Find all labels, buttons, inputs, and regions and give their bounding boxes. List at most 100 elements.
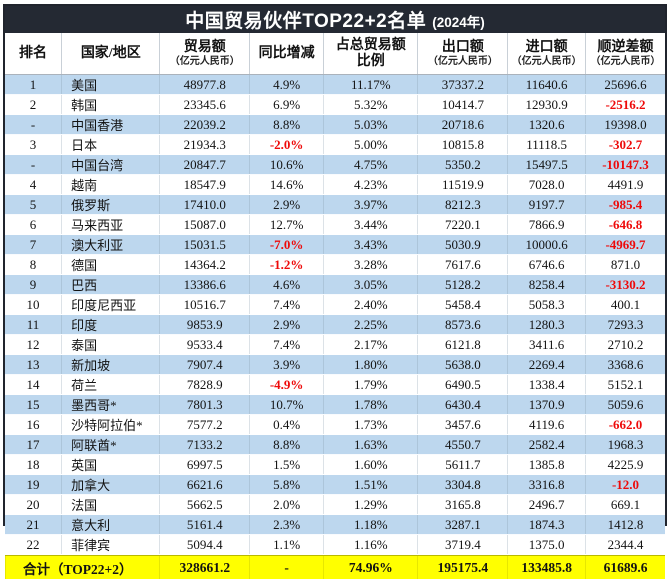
table-row: 15 墨西哥* 7801.3 10.7% 1.78% 6430.4 1370.9 5059.6 [5, 395, 665, 415]
balance-cell: -302.7 [585, 135, 665, 154]
total-import-cell: 133485.8 [507, 556, 585, 579]
rank-cell: 16 [26, 416, 40, 432]
table-row: 2 韩国 23345.6 6.9% 5.32% 10414.7 12930.9 -2516.2 [5, 95, 665, 115]
trade-cell: 5662.5 [159, 495, 249, 514]
yoy-cell: 7.4% [249, 295, 323, 314]
country-cell: 越南 [61, 175, 159, 194]
table-row: 16 沙特阿拉伯* 7577.2 0.4% 1.73% 3457.6 4119.6 -662.… [5, 415, 665, 435]
import-cell: 1338.4 [507, 375, 585, 394]
rank-cell: 18 [26, 456, 40, 472]
share-cell: 3.05% [323, 275, 417, 294]
yoy-cell: 3.9% [249, 355, 323, 374]
country-cell: 菲律宾 [61, 535, 159, 554]
balance-cell: 25696.6 [585, 75, 665, 94]
share-cell: 3.97% [323, 195, 417, 214]
column-header-share: 占总贸易额 比例 [323, 33, 417, 74]
yoy-cell: -1.2% [249, 255, 323, 274]
balance-cell: -646.8 [585, 215, 665, 234]
balance-cell: 4491.9 [585, 175, 665, 194]
trade-cell: 9533.4 [159, 335, 249, 354]
export-cell: 20718.6 [417, 115, 507, 134]
share-cell: 1.78% [323, 395, 417, 414]
rank-cell: 20 [26, 496, 40, 512]
country-cell: 意大利 [61, 515, 159, 534]
share-cell: 1.18% [323, 515, 417, 534]
country-cell: 马来西亚 [61, 215, 159, 234]
import-cell: 1280.3 [507, 315, 585, 334]
table-row: 11 印度 9853.9 2.9% 2.25% 8573.6 1280.3 7293.3 [5, 315, 665, 335]
balance-cell: -2516.2 [585, 95, 665, 114]
export-cell: 5030.9 [417, 235, 507, 254]
yoy-cell: -7.0% [249, 235, 323, 254]
yoy-cell: 5.8% [249, 475, 323, 494]
trade-cell: 17410.0 [159, 195, 249, 214]
yoy-cell: 2.9% [249, 195, 323, 214]
trade-cell: 6621.6 [159, 475, 249, 494]
import-cell: 1874.3 [507, 515, 585, 534]
table-row: 4 越南 18547.9 14.6% 4.23% 11519.9 7028.0 4491.9 [5, 175, 665, 195]
export-cell: 7220.1 [417, 215, 507, 234]
unit-note: （亿元人民币） [511, 55, 582, 67]
country-cell: 泰国 [61, 335, 159, 354]
import-cell: 1385.8 [507, 455, 585, 474]
rank-cell: 3 [29, 136, 37, 152]
share-cell: 1.60% [323, 455, 417, 474]
column-header-export: 出口额 （亿元人民币） [417, 33, 507, 74]
yoy-cell: 4.9% [249, 75, 323, 94]
rank-cell: 5 [29, 196, 37, 212]
balance-cell: -4969.7 [585, 235, 665, 254]
trade-cell: 10516.7 [159, 295, 249, 314]
rank-cell: 19 [26, 476, 40, 492]
unit-note: （亿元人民币） [169, 55, 240, 67]
balance-cell: 1412.8 [585, 515, 665, 534]
export-cell: 5458.4 [417, 295, 507, 314]
rank-cell: 12 [26, 336, 40, 352]
export-cell: 5611.7 [417, 455, 507, 474]
import-cell: 7866.9 [507, 215, 585, 234]
export-cell: 4550.7 [417, 435, 507, 454]
export-cell: 3287.1 [417, 515, 507, 534]
rank-cell: - [30, 116, 36, 132]
import-cell: 2496.7 [507, 495, 585, 514]
country-cell: 德国 [61, 255, 159, 274]
total-row: 合计（TOP22+2） 328661.2 - 74.96% 195175.4 1… [5, 555, 665, 579]
yoy-cell: 10.6% [249, 155, 323, 174]
country-cell: 阿联酋* [61, 435, 159, 454]
rank-cell: 7 [29, 236, 37, 252]
country-cell: 英国 [61, 455, 159, 474]
table-row: - 中国香港 22039.2 8.8% 5.03% 20718.6 1320.6 19398.… [5, 115, 665, 135]
yoy-cell: 10.7% [249, 395, 323, 414]
country-cell: 印度 [61, 315, 159, 334]
country-cell: 美国 [61, 75, 159, 94]
trade-cell: 7828.9 [159, 375, 249, 394]
balance-cell: 4225.9 [585, 455, 665, 474]
rank-cell: 22 [26, 536, 40, 552]
table-body: 1 美国 48977.8 4.9% 11.17% 37337.2 11640.6 25696.… [5, 75, 665, 555]
table-row: 1 美国 48977.8 4.9% 11.17% 37337.2 11640.6 25696.… [5, 75, 665, 95]
table-row: 21 意大利 5161.4 2.3% 1.18% 3287.1 1874.3 1412.8 [5, 515, 665, 535]
country-cell: 印度尼西亚 [61, 295, 159, 314]
balance-cell: 5059.6 [585, 395, 665, 414]
import-cell: 11640.6 [507, 75, 585, 94]
share-cell: 1.16% [323, 535, 417, 554]
table-row: 17 阿联酋* 7133.2 8.8% 1.63% 4550.7 2582.4 1968.3 [5, 435, 665, 455]
export-cell: 37337.2 [417, 75, 507, 94]
import-cell: 15497.5 [507, 155, 585, 174]
yoy-cell: 2.9% [249, 315, 323, 334]
rank-cell: 17 [26, 436, 40, 452]
import-cell: 7028.0 [507, 175, 585, 194]
country-cell: 澳大利亚 [61, 235, 159, 254]
unit-note: （亿元人民币） [590, 55, 661, 67]
export-cell: 7617.6 [417, 255, 507, 274]
share-cell: 1.63% [323, 435, 417, 454]
export-cell: 6430.4 [417, 395, 507, 414]
trade-cell: 48977.8 [159, 75, 249, 94]
balance-cell: -662.0 [585, 415, 665, 434]
country-cell: 加拿大 [61, 475, 159, 494]
export-cell: 11519.9 [417, 175, 507, 194]
export-cell: 5350.2 [417, 155, 507, 174]
total-share-cell: 74.96% [323, 556, 417, 579]
yoy-cell: -4.9% [249, 375, 323, 394]
rank-cell: 14 [26, 376, 40, 392]
share-cell: 2.17% [323, 335, 417, 354]
